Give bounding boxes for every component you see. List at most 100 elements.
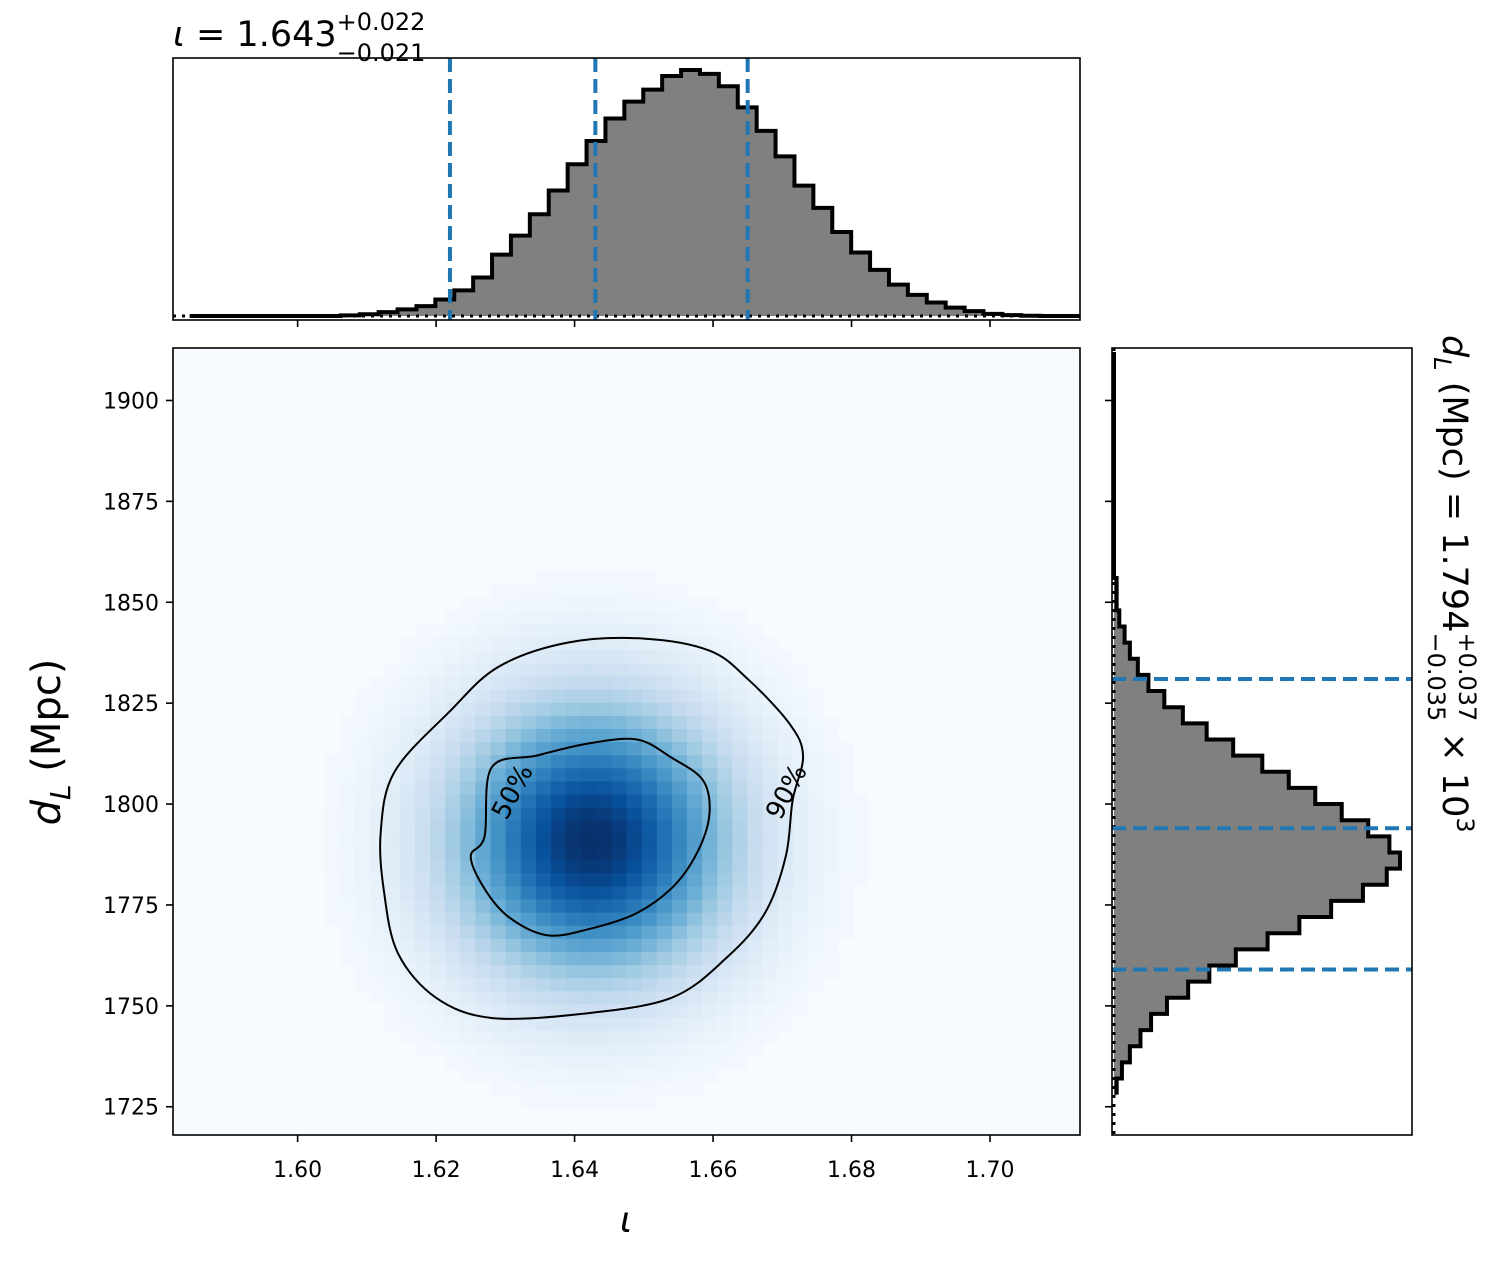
heatmap-cell [490,676,506,690]
heatmap-cell [400,1030,416,1044]
heatmap-cell [490,886,506,900]
heatmap-cell [627,1030,643,1044]
dl-lower-error: −0.035 [1422,632,1450,721]
x-tick-label: 1.68 [827,1158,876,1183]
right-hist-bar [1114,852,1400,869]
heatmap-cell [430,938,446,952]
heatmap-cell [702,715,718,729]
heatmap-cell [687,925,703,939]
heatmap-cell [460,1017,476,1031]
heatmap-cell [581,951,597,965]
heatmap-cell [642,938,658,952]
heatmap-cell [702,610,718,624]
heatmap-cell [566,610,582,624]
heatmap-cell [596,1017,612,1031]
heatmap-cell [596,1056,612,1070]
heatmap-cell [521,899,537,913]
heatmap-cell [339,715,355,729]
heatmap-cell [475,1017,491,1031]
heatmap-cell [521,742,537,756]
heatmap-cell [702,925,718,939]
heatmap-cell [687,1083,703,1097]
heatmap-cell [596,597,612,611]
heatmap-cell [596,755,612,769]
top-hist-bar [870,270,889,316]
heatmap-cell [415,794,431,808]
heatmap-cell [763,637,779,651]
top-hist-bar [662,76,681,316]
heatmap-cell [536,610,552,624]
heatmap-cell [763,1017,779,1031]
heatmap-cell [415,899,431,913]
heatmap-cell [415,1030,431,1044]
heatmap-cell [611,597,627,611]
heatmap-cell [657,807,673,821]
heatmap-cell [657,623,673,637]
heatmap-cell [732,912,748,926]
heatmap-cell [627,1083,643,1097]
heatmap-cell [521,1056,537,1070]
heatmap-cell [430,925,446,939]
heatmap-cell [687,1043,703,1057]
heatmap-cell [627,715,643,729]
heatmap-cell [627,846,643,860]
heatmap-cell [445,820,461,834]
y-tick-label: 1750 [103,995,159,1020]
heatmap-cell [551,715,567,729]
heatmap-cell [747,846,763,860]
heatmap-cell [490,610,506,624]
heatmap-cell [566,702,582,716]
heatmap-cell [460,820,476,834]
heatmap-cell [596,873,612,887]
heatmap-cell [445,964,461,978]
heatmap-cell [339,912,355,926]
heatmap-cell [385,663,401,677]
heatmap-cell [536,1069,552,1083]
heatmap-cell [732,978,748,992]
heatmap-cell [324,794,340,808]
x-tick-label: 1.62 [412,1158,461,1183]
heatmap-cell [551,755,567,769]
heatmap-cell [778,833,794,847]
heatmap-cell [702,1030,718,1044]
heatmap-cell [793,846,809,860]
heatmap-cell [808,702,824,716]
heatmap-cell [627,597,643,611]
heatmap-cell [732,663,748,677]
heatmap-cell [370,689,386,703]
heatmap-cell [430,1004,446,1018]
heatmap-cell [445,807,461,821]
heatmap-cell [808,820,824,834]
iota-lower-error: −0.021 [337,39,426,67]
heatmap-cell [657,663,673,677]
heatmap-cell [732,833,748,847]
top-hist-bar [473,277,492,316]
heatmap-cell [566,899,582,913]
heatmap-cell [627,663,643,677]
heatmap-cell [611,715,627,729]
heatmap-cell [506,991,522,1005]
heatmap-cell [521,833,537,847]
heatmap-cell [536,833,552,847]
heatmap-cell [354,794,370,808]
heatmap-cell [672,728,688,742]
heatmap-cell [445,610,461,624]
heatmap-cell [566,755,582,769]
heatmap-cell [536,755,552,769]
heatmap-cell [490,925,506,939]
heatmap-cell [596,1043,612,1057]
heatmap-cell [808,807,824,821]
heatmap-cell [702,964,718,978]
heatmap-cell [566,938,582,952]
heatmap-cell [778,991,794,1005]
heatmap-cell [657,1004,673,1018]
heatmap-cell [521,584,537,598]
heatmap-cell [415,873,431,887]
heatmap-cell [400,715,416,729]
heatmap-cell [596,807,612,821]
heatmap-cell [808,755,824,769]
heatmap-cell [324,886,340,900]
heatmap-cell [793,1004,809,1018]
heatmap-cell [506,846,522,860]
